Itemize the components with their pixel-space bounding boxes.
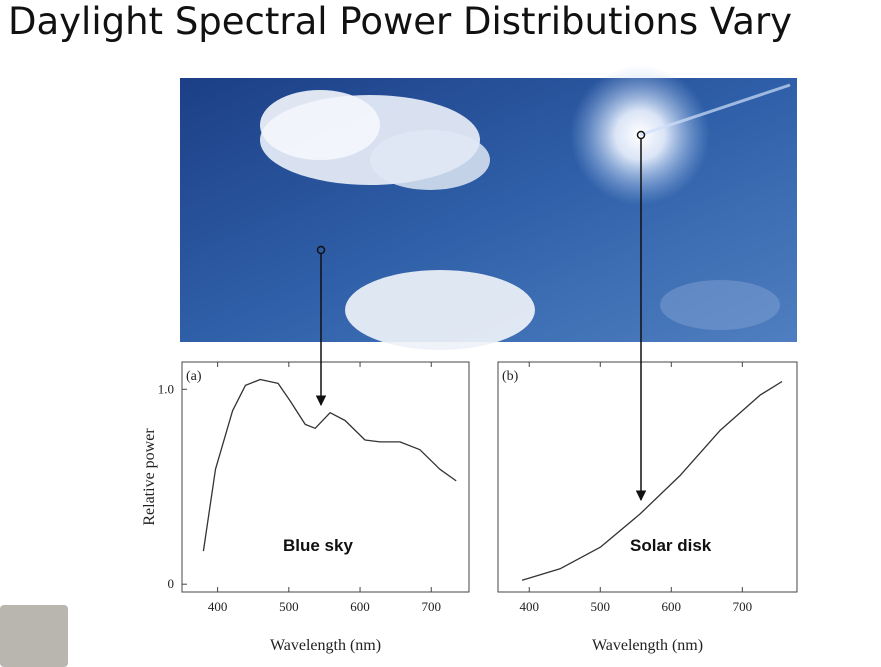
sky-photo bbox=[180, 65, 797, 350]
x-tick-label: 400 bbox=[519, 599, 539, 614]
x-tick-label: 400 bbox=[208, 599, 228, 614]
panel-label: (b) bbox=[502, 369, 519, 384]
plot-frame bbox=[497, 361, 798, 593]
panel-label: (a) bbox=[186, 369, 202, 384]
plot-frame bbox=[181, 361, 470, 593]
y-axis-label: Relative power bbox=[141, 428, 158, 526]
slide-title: Daylight Spectral Power Distributions Va… bbox=[8, 0, 792, 43]
x-tick-label: 500 bbox=[279, 599, 299, 614]
x-axis-label: Wavelength (nm) bbox=[592, 637, 703, 654]
video-thumbnail bbox=[0, 605, 68, 667]
spectral-curve bbox=[202, 378, 457, 552]
spectral-curve bbox=[521, 380, 783, 581]
arrows bbox=[315, 130, 647, 502]
annotation: Blue sky bbox=[283, 536, 353, 555]
x-tick-label: 700 bbox=[422, 599, 442, 614]
x-tick-label: 600 bbox=[350, 599, 370, 614]
y-tick-label: 1.0 bbox=[158, 381, 174, 396]
x-tick-label: 600 bbox=[662, 599, 682, 614]
annotation: Solar disk bbox=[630, 536, 712, 555]
x-tick-label: 500 bbox=[591, 599, 611, 614]
y-tick-label: 0 bbox=[168, 576, 175, 591]
x-tick-label: 700 bbox=[733, 599, 753, 614]
x-axis-label: Wavelength (nm) bbox=[270, 637, 381, 654]
